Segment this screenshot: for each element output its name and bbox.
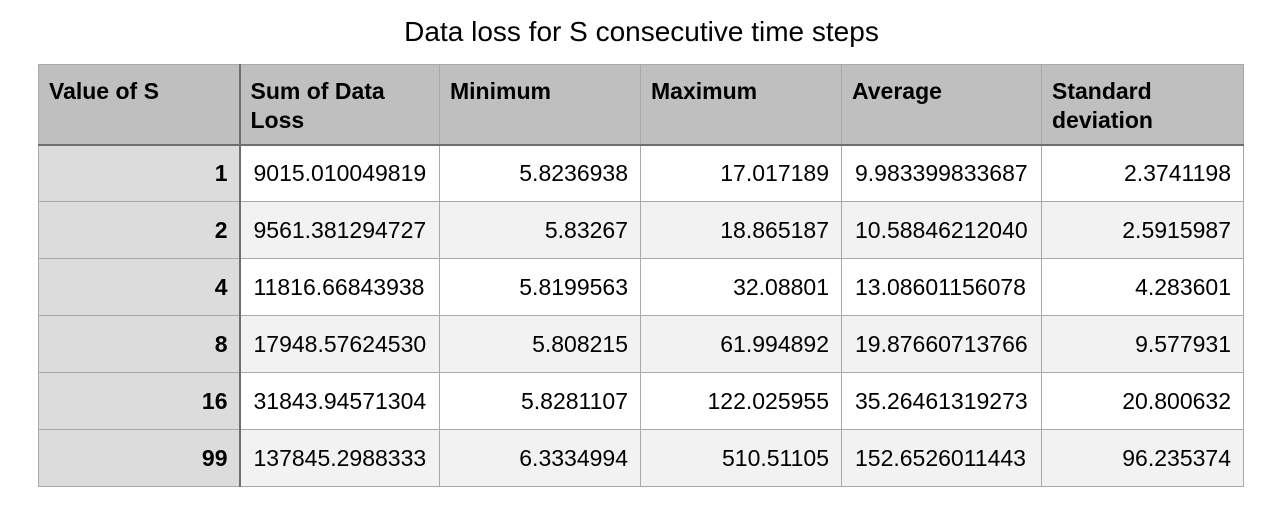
row-header-value-of-s[interactable]: 2 <box>38 201 241 259</box>
row-header-value-of-s[interactable]: 4 <box>38 258 241 316</box>
cell-minimum[interactable]: 5.8236938 <box>439 143 641 202</box>
table-row: 1 9015.010049819 5.8236938 17.017189 9.9… <box>38 143 1244 202</box>
data-table: Value of S Sum of Data Loss Minimum Maxi… <box>38 64 1244 487</box>
column-header-sum-of-data-loss[interactable]: Sum of Data Loss <box>239 64 440 145</box>
column-header-standard-deviation[interactable]: Standard deviation <box>1041 64 1244 145</box>
cell-maximum[interactable]: 32.08801 <box>640 258 842 316</box>
cell-average[interactable]: 10.58846212040 <box>841 201 1042 259</box>
cell-average[interactable]: 13.08601156078 <box>841 258 1042 316</box>
cell-standard-deviation[interactable]: 96.235374 <box>1041 429 1244 487</box>
cell-standard-deviation[interactable]: 20.800632 <box>1041 372 1244 430</box>
cell-sum-of-data-loss[interactable]: 17948.57624530 <box>239 315 440 373</box>
header-row: Value of S Sum of Data Loss Minimum Maxi… <box>38 64 1244 145</box>
table-row: 8 17948.57624530 5.808215 61.994892 19.8… <box>38 315 1244 373</box>
cell-average[interactable]: 19.87660713766 <box>841 315 1042 373</box>
cell-standard-deviation[interactable]: 9.577931 <box>1041 315 1244 373</box>
row-header-value-of-s[interactable]: 1 <box>38 143 241 202</box>
cell-maximum[interactable]: 510.51105 <box>640 429 842 487</box>
cell-minimum[interactable]: 5.8281107 <box>439 372 641 430</box>
cell-average[interactable]: 35.26461319273 <box>841 372 1042 430</box>
cell-sum-of-data-loss[interactable]: 9561.381294727 <box>239 201 440 259</box>
cell-minimum[interactable]: 6.3334994 <box>439 429 641 487</box>
cell-maximum[interactable]: 61.994892 <box>640 315 842 373</box>
cell-maximum[interactable]: 18.865187 <box>640 201 842 259</box>
cell-maximum[interactable]: 122.025955 <box>640 372 842 430</box>
table-title: Data loss for S consecutive time steps <box>404 16 879 47</box>
table-row: 2 9561.381294727 5.83267 18.865187 10.58… <box>38 201 1244 259</box>
cell-sum-of-data-loss[interactable]: 137845.2988333 <box>239 429 440 487</box>
cell-sum-of-data-loss[interactable]: 31843.94571304 <box>239 372 440 430</box>
column-header-maximum[interactable]: Maximum <box>640 64 842 145</box>
cell-average[interactable]: 9.983399833687 <box>841 143 1042 202</box>
cell-standard-deviation[interactable]: 2.5915987 <box>1041 201 1244 259</box>
row-header-value-of-s[interactable]: 99 <box>38 429 241 487</box>
cell-minimum[interactable]: 5.8199563 <box>439 258 641 316</box>
cell-average[interactable]: 152.6526011443 <box>841 429 1042 487</box>
column-header-average[interactable]: Average <box>841 64 1042 145</box>
column-header-minimum[interactable]: Minimum <box>439 64 641 145</box>
cell-standard-deviation[interactable]: 4.283601 <box>1041 258 1244 316</box>
cell-maximum[interactable]: 17.017189 <box>640 143 842 202</box>
row-header-value-of-s[interactable]: 8 <box>38 315 241 373</box>
cell-sum-of-data-loss[interactable]: 11816.66843938 <box>239 258 440 316</box>
row-header-value-of-s[interactable]: 16 <box>38 372 241 430</box>
cell-minimum[interactable]: 5.808215 <box>439 315 641 373</box>
table-row: 4 11816.66843938 5.8199563 32.08801 13.0… <box>38 258 1244 316</box>
cell-standard-deviation[interactable]: 2.3741198 <box>1041 143 1244 202</box>
cell-minimum[interactable]: 5.83267 <box>439 201 641 259</box>
table-row: 99 137845.2988333 6.3334994 510.51105 15… <box>38 429 1244 487</box>
table-row: 16 31843.94571304 5.8281107 122.025955 3… <box>38 372 1244 430</box>
cell-sum-of-data-loss[interactable]: 9015.010049819 <box>239 143 440 202</box>
column-header-value-of-s[interactable]: Value of S <box>38 64 241 145</box>
